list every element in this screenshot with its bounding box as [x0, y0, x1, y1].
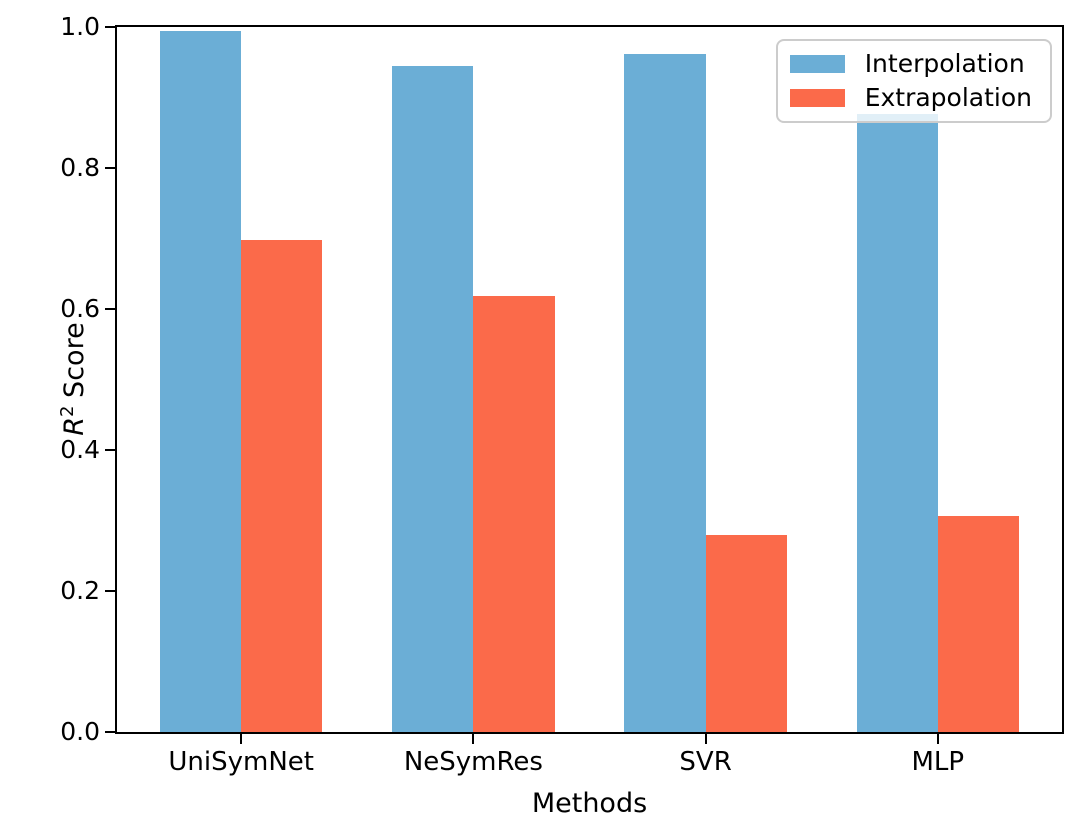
ylabel-rest: Score — [59, 322, 90, 398]
ylabel-exponent: 2 — [57, 405, 78, 417]
y-tick-label: 0.8 — [60, 153, 100, 182]
x-tick — [704, 733, 707, 744]
bar-mlp-extrapolation — [937, 515, 1020, 732]
y-tick — [105, 26, 117, 28]
x-tick-label: MLP — [911, 747, 965, 777]
bar-unisymnet-interpolation — [160, 30, 242, 732]
plot-area: Interpolation Extrapolation — [115, 25, 1064, 734]
y-tick-label: 0.2 — [60, 576, 100, 605]
x-tick — [936, 733, 939, 744]
legend-swatch-extrapolation — [789, 89, 845, 107]
y-tick — [105, 590, 117, 592]
legend-label: Extrapolation — [864, 83, 1032, 112]
x-tick — [240, 733, 243, 744]
y-tick-label: 1.0 — [60, 12, 100, 41]
legend: Interpolation Extrapolation — [775, 39, 1052, 123]
x-axis-title: Methods — [531, 788, 648, 819]
legend-item: Interpolation — [789, 49, 1032, 78]
bar-svr-interpolation — [624, 53, 706, 732]
y-tick — [105, 167, 117, 169]
y-tick-label: 0.6 — [60, 294, 100, 323]
bar-nesymres-extrapolation — [473, 296, 555, 732]
bar-unisymnet-extrapolation — [241, 239, 323, 732]
y-tick-label: 0.0 — [60, 717, 100, 746]
y-tick — [105, 449, 117, 451]
y-axis-title: R2 Score — [48, 199, 90, 559]
bar-mlp-interpolation — [856, 114, 938, 732]
bar-nesymres-interpolation — [392, 65, 474, 732]
x-tick-label: UniSymNet — [168, 747, 314, 777]
x-tick-label: NeSymRes — [403, 747, 543, 777]
y-tick — [105, 731, 117, 733]
y-tick — [105, 308, 117, 310]
legend-swatch-interpolation — [789, 55, 845, 73]
legend-label: Interpolation — [864, 49, 1025, 78]
x-tick — [472, 733, 475, 744]
x-tick-label: SVR — [679, 747, 732, 777]
ylabel-variable: R — [59, 416, 90, 436]
legend-item: Extrapolation — [789, 83, 1032, 112]
bar-svr-extrapolation — [705, 534, 787, 732]
y-tick-label: 0.4 — [60, 435, 100, 464]
